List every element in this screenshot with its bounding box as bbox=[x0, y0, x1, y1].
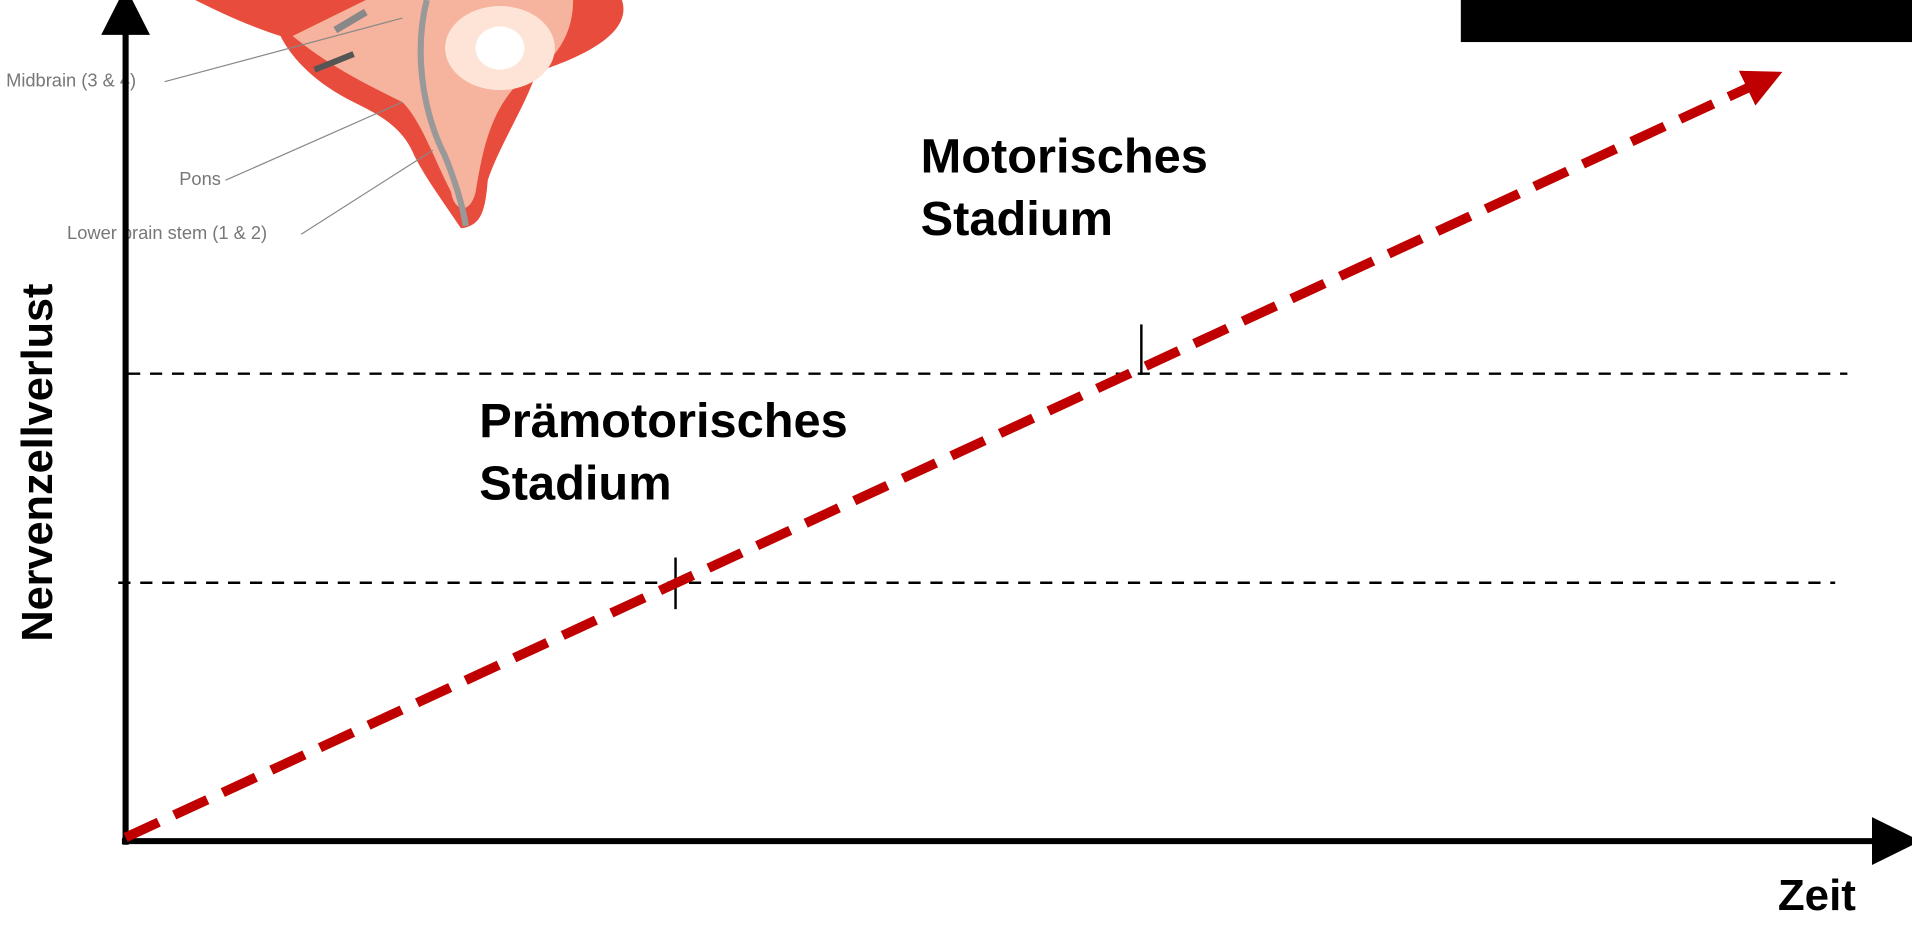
brain-label: Pons bbox=[179, 169, 221, 189]
page: Midbrain (3 & 4) Pons Lower brain stem (… bbox=[0, 0, 1912, 930]
stage-label: Stadium bbox=[921, 192, 1113, 246]
x-axis-label: Zeit bbox=[1778, 872, 1856, 920]
brain-label: Lower brain stem (1 & 2) bbox=[67, 223, 267, 243]
y-axis-label: Nervenzellverlust bbox=[14, 284, 62, 642]
stage-label: Motorisches bbox=[921, 130, 1208, 184]
black-bar bbox=[1461, 0, 1912, 42]
stage-label: Stadium bbox=[479, 457, 671, 511]
brain-illustration bbox=[165, 0, 624, 234]
stage-label: Prämotorisches bbox=[479, 394, 848, 448]
brain-label: Midbrain (3 & 4) bbox=[6, 71, 136, 91]
diagram: Midbrain (3 & 4) Pons Lower brain stem (… bbox=[0, 0, 1912, 930]
